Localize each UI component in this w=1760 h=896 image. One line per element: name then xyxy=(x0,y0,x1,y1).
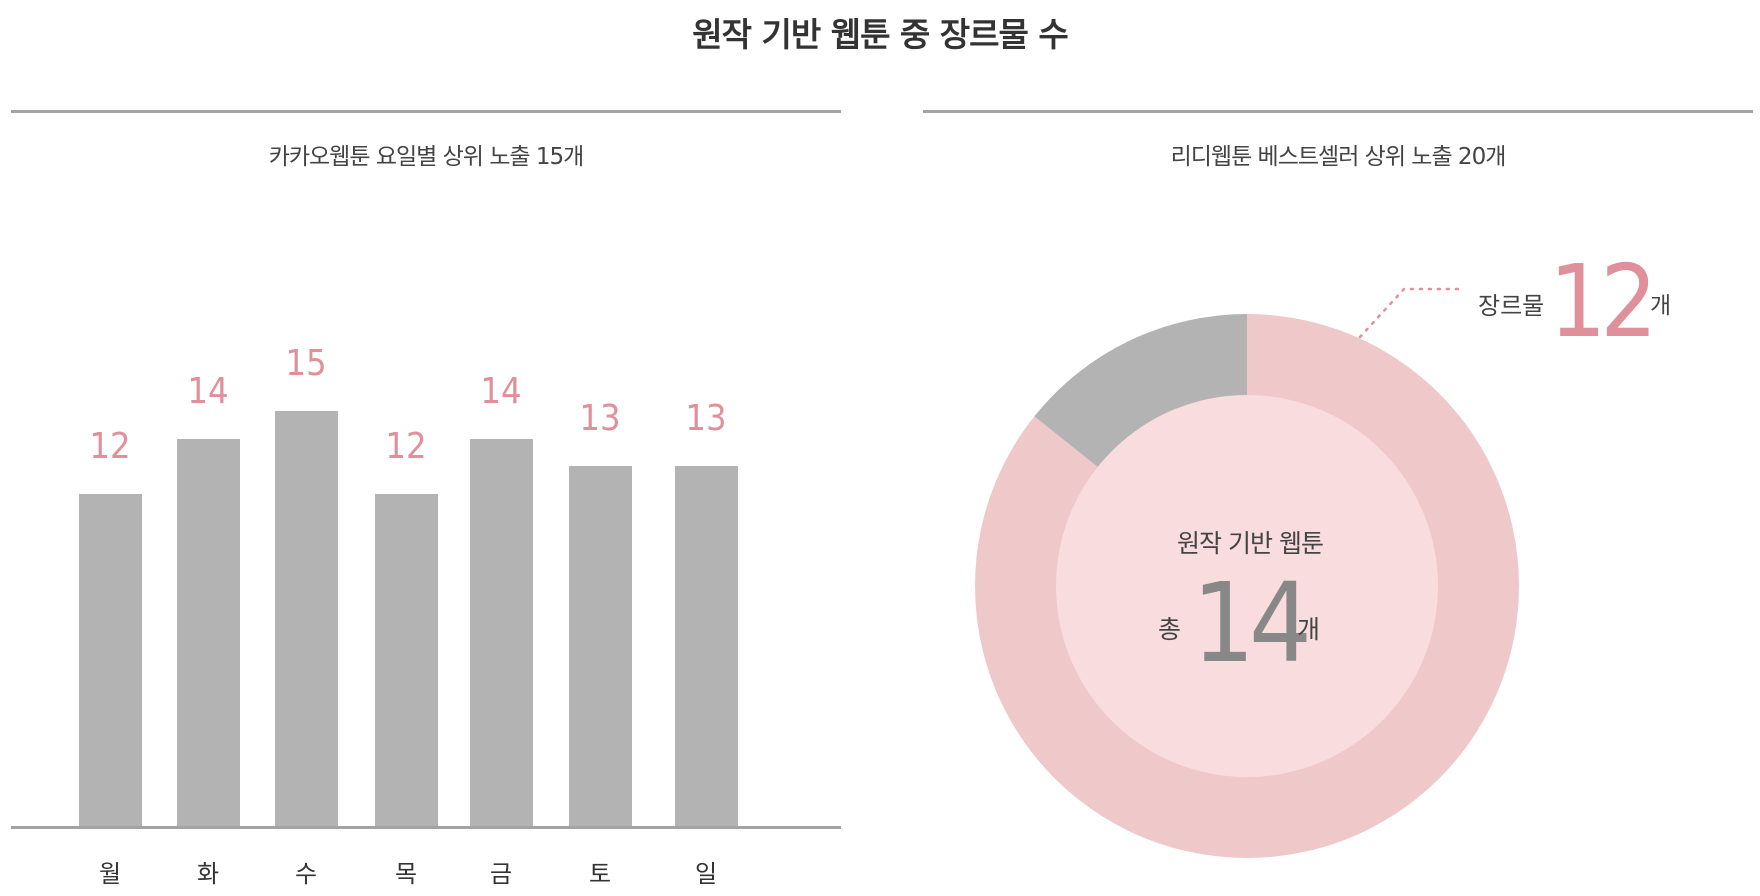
bar-chart-baseline xyxy=(11,826,841,829)
bar-value-label-5: 13 xyxy=(579,398,621,440)
donut-center-total: 14 xyxy=(1192,559,1312,687)
callout-unit: 개 xyxy=(1650,293,1672,319)
donut-center-unit: 개 xyxy=(1297,615,1321,644)
bar-value-label-3: 12 xyxy=(385,426,427,467)
bar-category-label-5: 토 xyxy=(588,860,612,888)
bar-5 xyxy=(569,466,632,826)
bar-4 xyxy=(470,438,533,826)
callout-value: 12 xyxy=(1549,243,1657,360)
bar-value-label-0: 12 xyxy=(89,426,131,467)
left-panel-rule xyxy=(11,110,841,113)
bar-category-label-6: 일 xyxy=(694,860,718,888)
bar-chart-title: 카카오웹툰 요일별 상위 노출 15개 xyxy=(268,144,585,170)
bar-value-label-4: 14 xyxy=(480,370,522,412)
bar-category-label-4: 금 xyxy=(489,860,513,888)
bar-value-label-2: 15 xyxy=(285,343,327,384)
donut-center-title: 원작 기반 웹툰 xyxy=(1177,529,1324,558)
bar-value-label-6: 13 xyxy=(685,398,727,440)
bar-value-label-1: 14 xyxy=(187,370,229,412)
donut-chart xyxy=(975,314,1519,858)
bar-3 xyxy=(375,494,438,826)
bar-category-label-0: 월 xyxy=(98,860,122,888)
donut-inner-circle xyxy=(1056,395,1438,777)
callout-label: 장르물 xyxy=(1478,292,1545,320)
donut-chart-title: 리디웹툰 베스트셀러 상위 노출 20개 xyxy=(1170,144,1507,170)
bar-category-label-2: 수 xyxy=(294,860,318,888)
bar-0 xyxy=(79,494,142,826)
bar-category-label-1: 화 xyxy=(196,860,220,888)
bar-1 xyxy=(177,438,240,826)
page-title: 원작 기반 웹툰 중 장르물 수 xyxy=(692,15,1068,54)
donut-center-prefix: 총 xyxy=(1158,615,1182,644)
bar-6 xyxy=(675,466,738,826)
callout-leader-line xyxy=(1358,287,1462,339)
bar-2 xyxy=(275,411,338,826)
right-panel-rule xyxy=(923,110,1753,113)
bar-category-label-3: 목 xyxy=(394,860,418,888)
